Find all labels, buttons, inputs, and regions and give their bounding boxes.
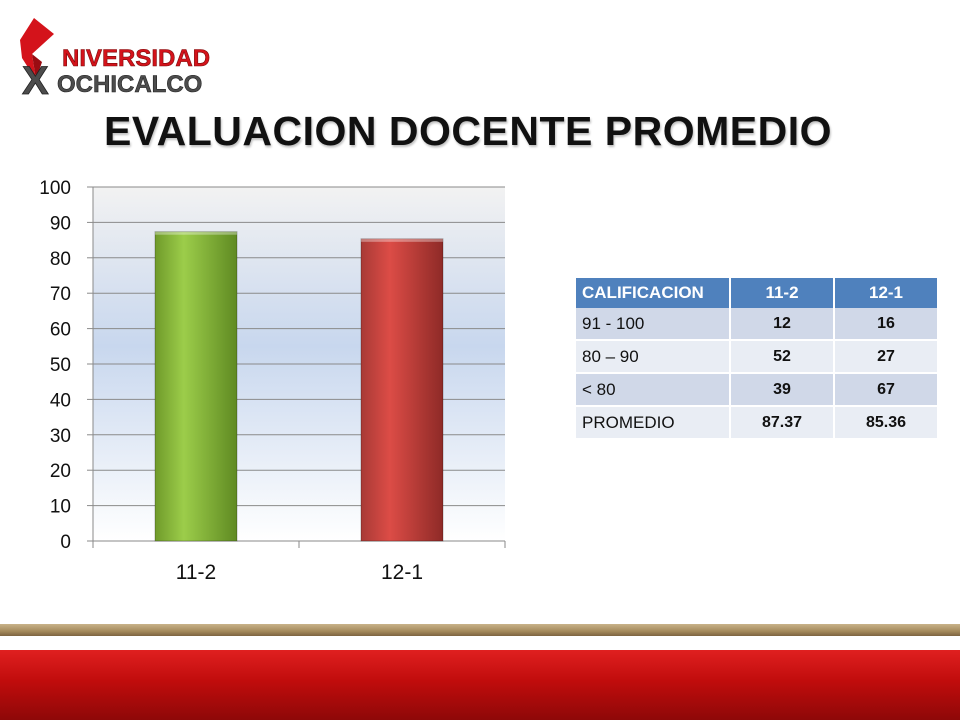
row-value-12-1: 16 [834, 308, 939, 341]
bar-11-2 [154, 231, 238, 542]
logo-top-text: NIVERSIDAD [62, 45, 210, 72]
row-label: PROMEDIO [576, 406, 731, 440]
header-12-1: 12-1 [834, 278, 939, 308]
y-tick-label: 0 [60, 532, 71, 553]
y-tick-label: 80 [50, 249, 71, 270]
logo-graphic: NIVERSIDAD X OCHICALCO [20, 18, 210, 103]
logo-x-letter: X [22, 59, 49, 100]
y-tick-label: 70 [50, 284, 71, 305]
y-tick-label: 20 [50, 461, 71, 482]
table-header-row: CALIFICACION 11-2 12-1 [576, 278, 939, 308]
chart-svg: 0 10 20 30 40 50 60 70 80 90 100 11-2 12-1 [39, 178, 506, 584]
row-value-11-2: 12 [730, 308, 835, 341]
university-logo: NIVERSIDAD X OCHICALCO [12, 14, 227, 103]
table-row: PROMEDIO 87.37 85.36 [576, 406, 939, 440]
row-value-11-2: 39 [730, 373, 835, 407]
logo-bottom-text: OCHICALCO [57, 71, 202, 98]
row-label: 80 – 90 [576, 340, 731, 374]
footer-tan-band [0, 624, 960, 636]
y-tick-label: 30 [50, 426, 71, 447]
logo-swoosh-shadow [32, 54, 42, 80]
table-row: 91 - 100 12 16 [576, 308, 939, 341]
grades-table: CALIFICACION 11-2 12-1 91 - 100 12 16 80… [576, 278, 939, 440]
y-tick-label: 100 [39, 178, 71, 199]
row-label: < 80 [576, 373, 731, 407]
header-calificacion: CALIFICACION [576, 278, 731, 308]
row-value-12-1: 27 [834, 340, 939, 374]
table-row: 80 – 90 52 27 [576, 340, 939, 374]
y-tick-label: 10 [50, 497, 71, 518]
y-tick-label: 60 [50, 320, 71, 341]
y-tick-label: 50 [50, 355, 71, 376]
header-11-2: 11-2 [730, 278, 835, 308]
row-label: 91 - 100 [576, 308, 731, 341]
page-title: EVALUACION DOCENTE PROMEDIO [104, 108, 832, 154]
table-row: < 80 39 67 [576, 373, 939, 407]
bar-12-1 [360, 238, 444, 542]
y-tick-label: 40 [50, 390, 71, 411]
bar-highlight [361, 238, 443, 242]
footer-red-band [0, 650, 960, 720]
y-tick-label: 90 [50, 213, 71, 234]
bar-highlight [155, 231, 237, 235]
row-value-12-1: 85.36 [834, 406, 939, 440]
bar-chart: 0 10 20 30 40 50 60 70 80 90 100 11-2 12-1 [0, 170, 540, 590]
row-value-11-2: 87.37 [730, 406, 835, 440]
row-value-12-1: 67 [834, 373, 939, 407]
x-category-label: 12-1 [381, 561, 423, 584]
row-value-11-2: 52 [730, 340, 835, 374]
x-category-label: 11-2 [176, 561, 216, 584]
logo-swoosh [20, 18, 54, 80]
